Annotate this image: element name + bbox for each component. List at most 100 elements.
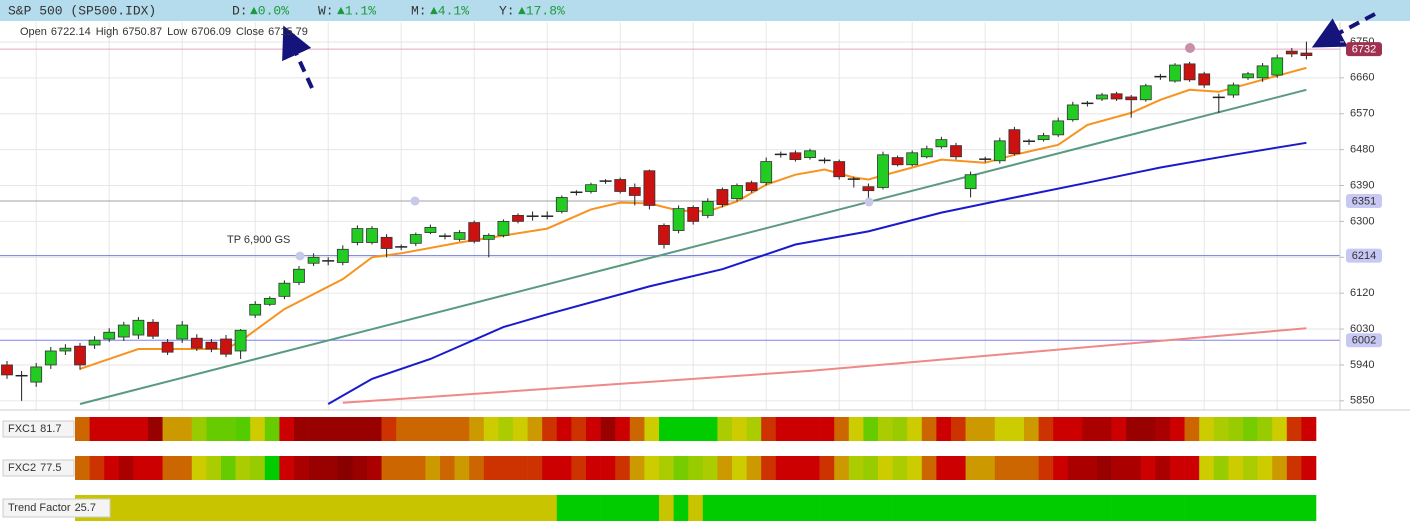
candle-body (147, 321, 159, 337)
candle-body (906, 152, 919, 166)
heat-cell (892, 456, 908, 480)
heat-cell (834, 495, 850, 521)
candle-body (1008, 129, 1021, 154)
candle-body (190, 337, 203, 349)
heat-cell (1053, 495, 1069, 521)
indicator-value: 25.7 (75, 502, 96, 514)
pointer-arrow (282, 25, 314, 89)
heat-cell (936, 417, 952, 441)
heat-cell (440, 417, 455, 441)
heat-cell (1170, 456, 1185, 480)
candle-body (1081, 102, 1094, 105)
heat-cell (250, 456, 266, 480)
heat-cell (513, 417, 528, 441)
heat-cell (673, 456, 689, 480)
heat-cell (1097, 417, 1112, 441)
heat-cell (994, 495, 1010, 521)
heat-cell (556, 495, 572, 521)
heat-cell (1199, 495, 1215, 521)
heat-cell (863, 456, 879, 480)
y-tick-label: 6030 (1350, 323, 1374, 335)
candle-body (1096, 94, 1108, 100)
heat-cell (1038, 456, 1054, 480)
candle-body (249, 303, 262, 316)
heat-cell (1082, 495, 1098, 521)
indicator-name: Trend Factor (8, 502, 71, 514)
heat-cell (133, 495, 149, 521)
heat-cell (1111, 495, 1127, 521)
heat-cell (600, 417, 616, 441)
symbol-title: S&P 500 (SP500.IDX) (8, 3, 156, 18)
heat-cell (746, 495, 762, 521)
heat-cell (878, 495, 893, 521)
heat-cell (1286, 495, 1302, 521)
heat-cell (688, 456, 704, 480)
level-label: 6351 (1352, 195, 1376, 207)
candle-body (424, 226, 437, 233)
heat-cell (819, 495, 835, 521)
heat-cell (1097, 456, 1112, 480)
heat-cell (118, 456, 134, 480)
indicator-line (327, 141, 1307, 405)
heat-cell (206, 495, 222, 521)
heat-cell (775, 495, 791, 521)
heat-cell (1140, 456, 1156, 480)
candle-body (950, 145, 962, 158)
heat-cell (892, 417, 908, 441)
heat-cell (629, 417, 645, 441)
heat-cell (235, 456, 251, 480)
heat-cell (732, 495, 747, 521)
candle-body (1125, 96, 1138, 101)
heat-cell (118, 417, 134, 441)
heat-cell (221, 417, 236, 441)
heat-cell (1097, 495, 1112, 521)
heat-cell (367, 456, 382, 480)
candle-body (293, 268, 305, 283)
indicator-value: 77.5 (40, 462, 61, 474)
heat-cell (367, 495, 382, 521)
heat-cell (352, 495, 368, 521)
heat-cell (702, 495, 718, 521)
heat-cell (1228, 495, 1244, 521)
heat-cell (761, 417, 777, 441)
heat-cell (104, 417, 120, 441)
candle-body (336, 248, 349, 263)
y-tick-label: 6480 (1350, 144, 1374, 156)
heat-cell (337, 495, 353, 521)
heat-cell (191, 417, 207, 441)
candle-body (964, 174, 977, 190)
candle-body (409, 234, 422, 244)
candle-body (439, 235, 451, 237)
heat-cell (1024, 495, 1039, 521)
heat-cell (1038, 495, 1054, 521)
level-label-bg (1346, 42, 1382, 57)
heat-cell (1199, 417, 1215, 441)
indicator-name: FXC1 (8, 423, 36, 435)
heat-cell (527, 495, 543, 521)
ohlc-value: 6722.14 (51, 26, 91, 38)
heat-cell (1111, 456, 1127, 480)
y-tick-label: 6120 (1350, 287, 1374, 299)
heat-cell (162, 456, 178, 480)
candle-body (1154, 75, 1167, 78)
candle-body (862, 186, 875, 192)
candle-body (395, 246, 408, 248)
heat-cell (994, 417, 1010, 441)
indicator-label: FXC2 77.5 (8, 462, 62, 474)
candle-body (891, 157, 904, 166)
heat-cell (279, 417, 295, 441)
candle-body (745, 182, 758, 192)
heat-cell (615, 495, 631, 521)
heat-cell (498, 456, 514, 480)
heat-cell (994, 456, 1010, 480)
heat-cell (644, 417, 660, 441)
heat-cell (717, 495, 733, 521)
heat-cell (367, 417, 382, 441)
candle-body (701, 201, 714, 216)
level-label-bg (1346, 333, 1382, 348)
candle-body (789, 152, 802, 160)
heat-cell (659, 456, 674, 480)
heat-cell (440, 495, 455, 521)
heat-cell (250, 495, 266, 521)
